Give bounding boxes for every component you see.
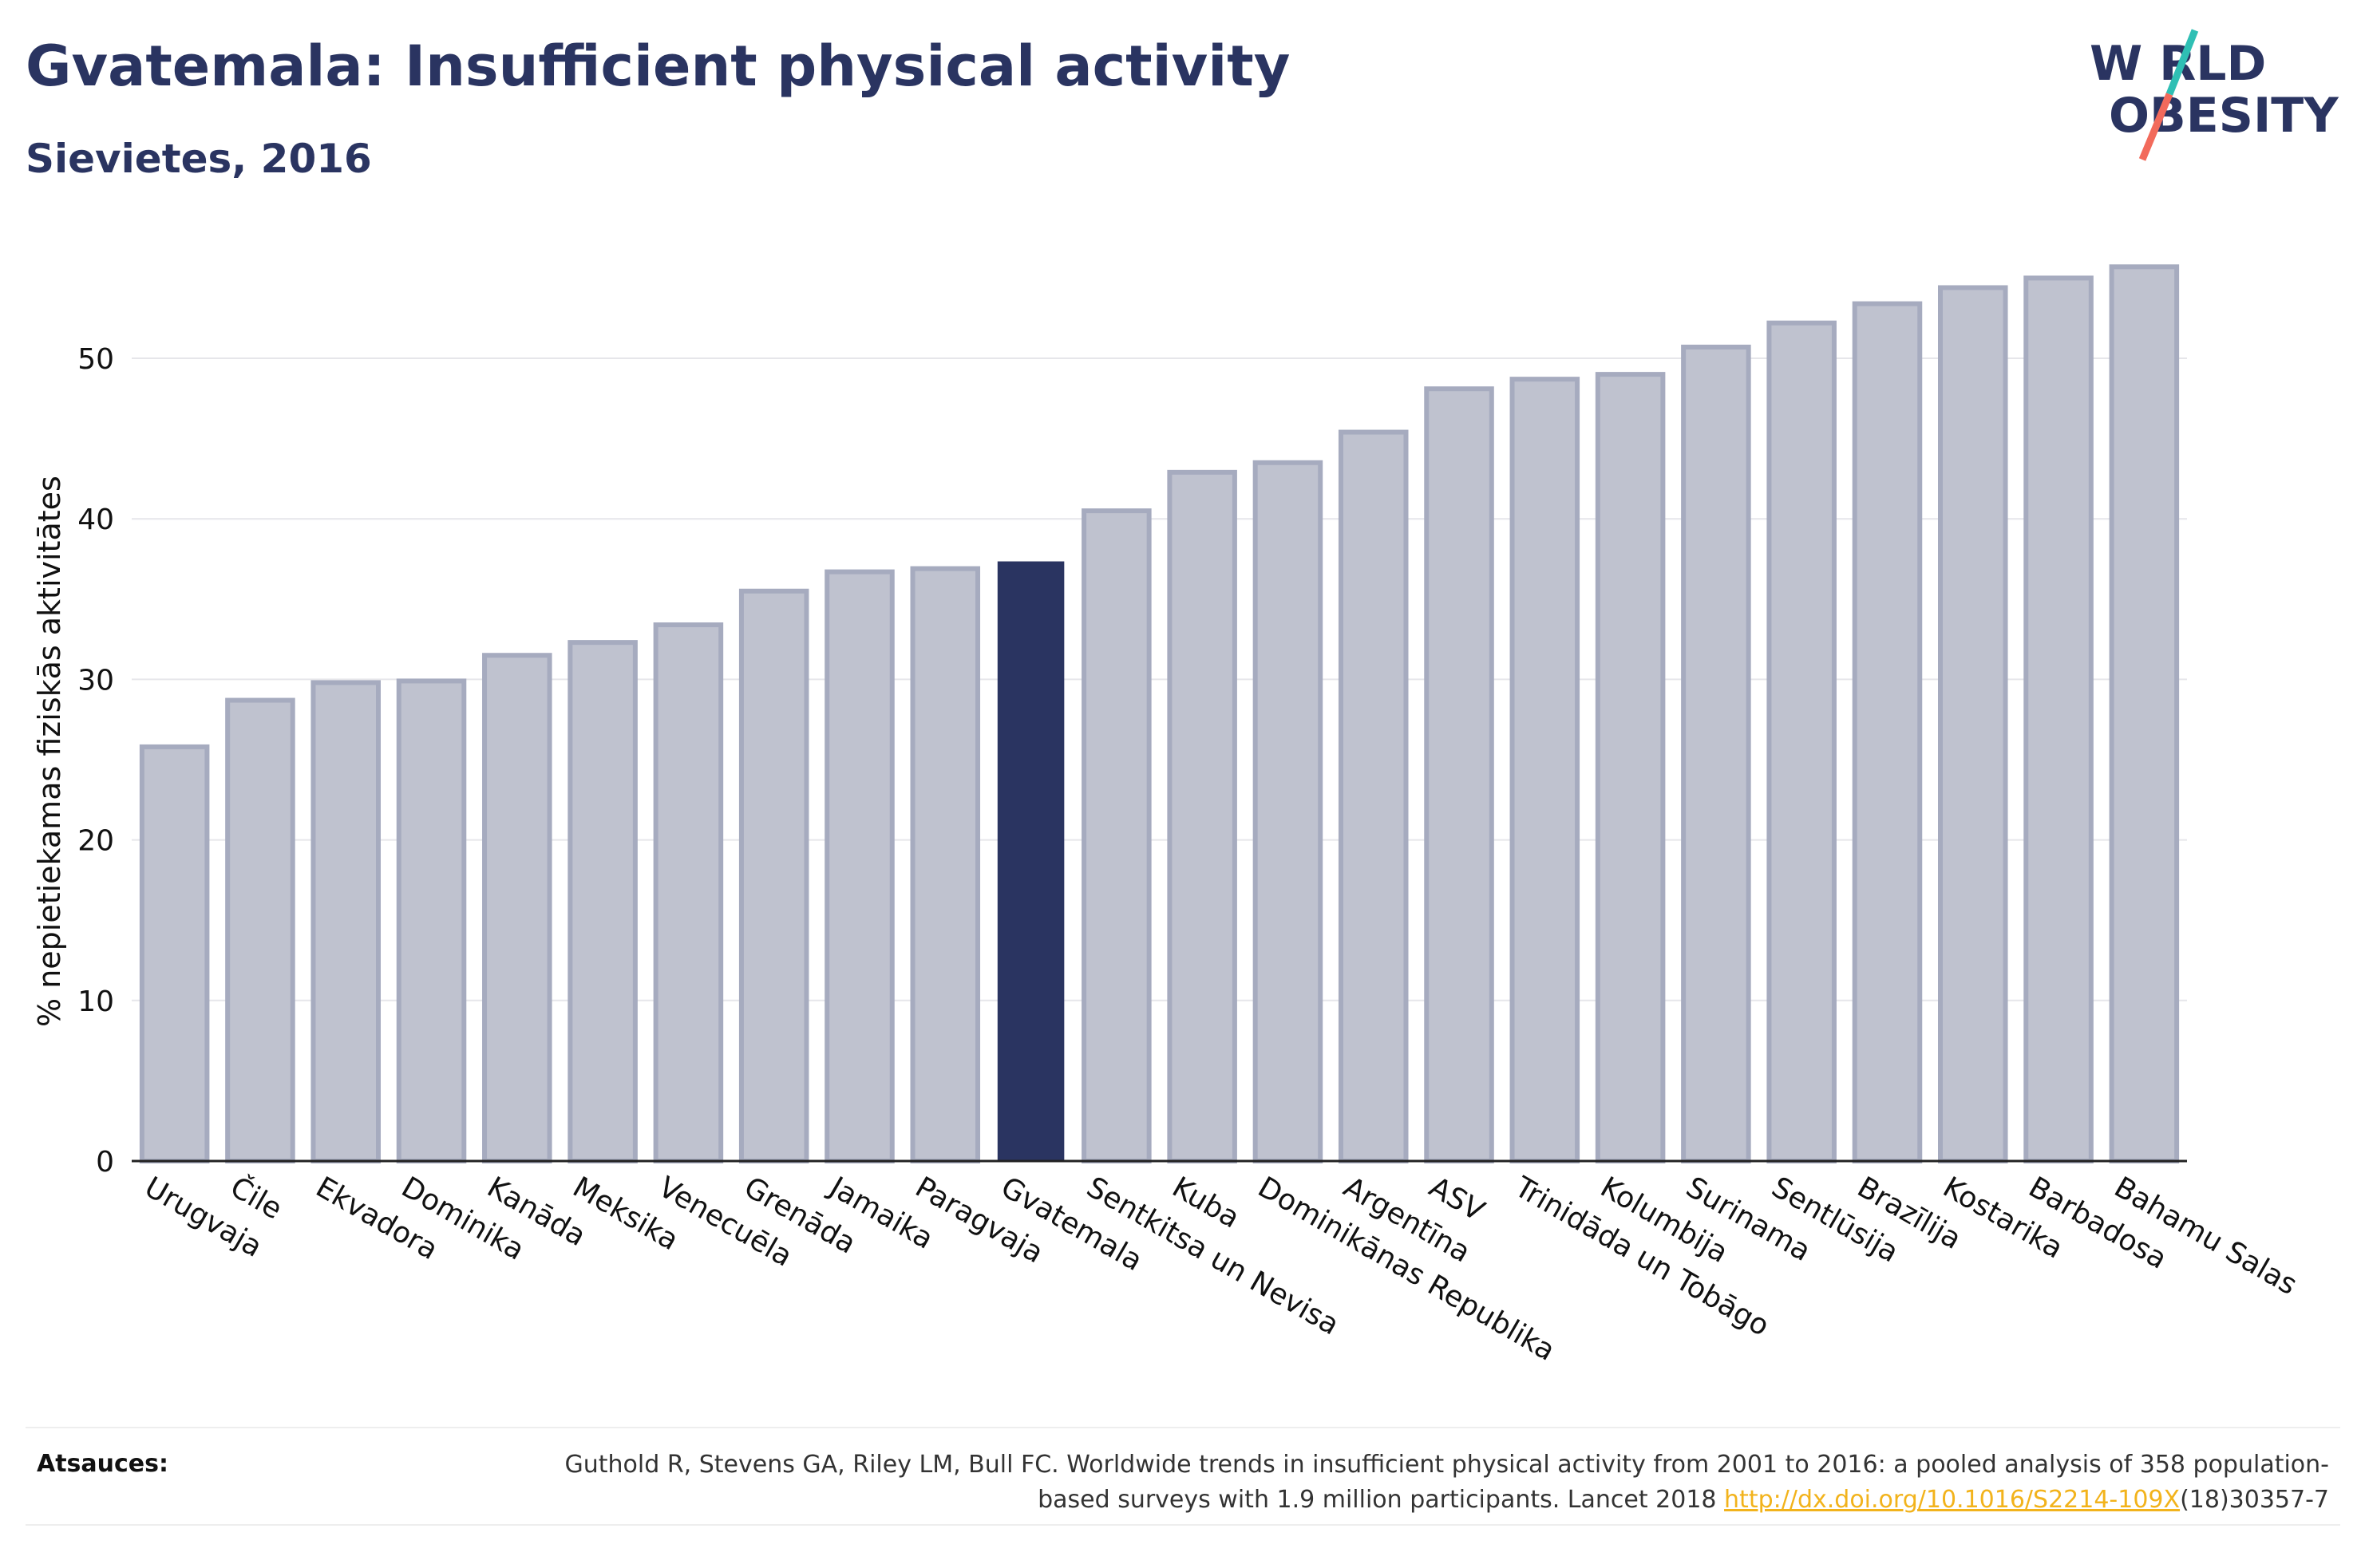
bar-meksika (568, 640, 638, 1163)
world-obesity-logo: W RLD OBESITY (2090, 29, 2339, 161)
source-divider-bottom (26, 1524, 2340, 1526)
y-tick-label: 10 (77, 985, 114, 1018)
bar-sentlūsija (1766, 320, 1837, 1164)
source-divider-top (26, 1427, 2340, 1428)
bar-gvatemala (997, 561, 1065, 1162)
bar-dominikānas-republika (1252, 460, 1323, 1163)
bar-surinama (1681, 344, 1751, 1163)
bar-jamaika (825, 569, 895, 1163)
bar-asv (1424, 386, 1494, 1163)
bar-grenāda (738, 588, 809, 1163)
bar-brazīlija (1852, 301, 1923, 1163)
logo-slash-coral (2138, 93, 2173, 161)
source-doi-link[interactable]: http://dx.doi.org/10.1016/S2214-109X (1724, 1486, 2181, 1514)
chart-title: Gvatemala: Insufficient physical activit… (26, 34, 1291, 99)
source-citation-suffix: (18)30357-7 (2180, 1486, 2329, 1514)
bar-trinidāda-un-tobāgo (1509, 377, 1580, 1163)
bar-paragvaja (910, 566, 981, 1163)
y-tick-label: 40 (77, 504, 114, 536)
y-tick-label: 30 (77, 664, 114, 697)
logo-line-2: OBESITY (2109, 88, 2339, 144)
bar-kuba (1167, 469, 1237, 1163)
bar-bahamu-salas (2109, 264, 2180, 1163)
y-tick-label: 20 (77, 825, 114, 858)
bar-čile (225, 697, 295, 1163)
bar-dominika (396, 678, 467, 1163)
bar-sentkitsa-un-nevisa (1082, 508, 1152, 1163)
y-axis-label: % nepietiekamas fiziskās aktivitātes (32, 476, 67, 1027)
bar-venecuēla (653, 622, 724, 1163)
bars (139, 264, 2180, 1164)
bar-urugvaja (139, 744, 210, 1163)
y-tick-label: 50 (77, 343, 114, 376)
source-text: Guthold R, Stevens GA, Riley LM, Bull FC… (493, 1448, 2329, 1518)
source-label: Atsauces: (37, 1450, 168, 1478)
chart-subtitle: Sievietes, 2016 (26, 136, 372, 182)
gridlines (132, 357, 2187, 1001)
bar-argentīna (1338, 429, 1409, 1163)
bar-kolumbija (1595, 372, 1666, 1163)
source-citation: Guthold R, Stevens GA, Riley LM, Bull FC… (564, 1451, 2329, 1514)
bar-kostarika (1938, 285, 2008, 1163)
bar-kanāda (482, 653, 552, 1163)
y-tick-label: 0 (96, 1146, 114, 1179)
logo-slash-teal (2165, 29, 2199, 96)
bar-ekvadora (310, 680, 382, 1163)
bar-barbadosa (2023, 275, 2094, 1163)
